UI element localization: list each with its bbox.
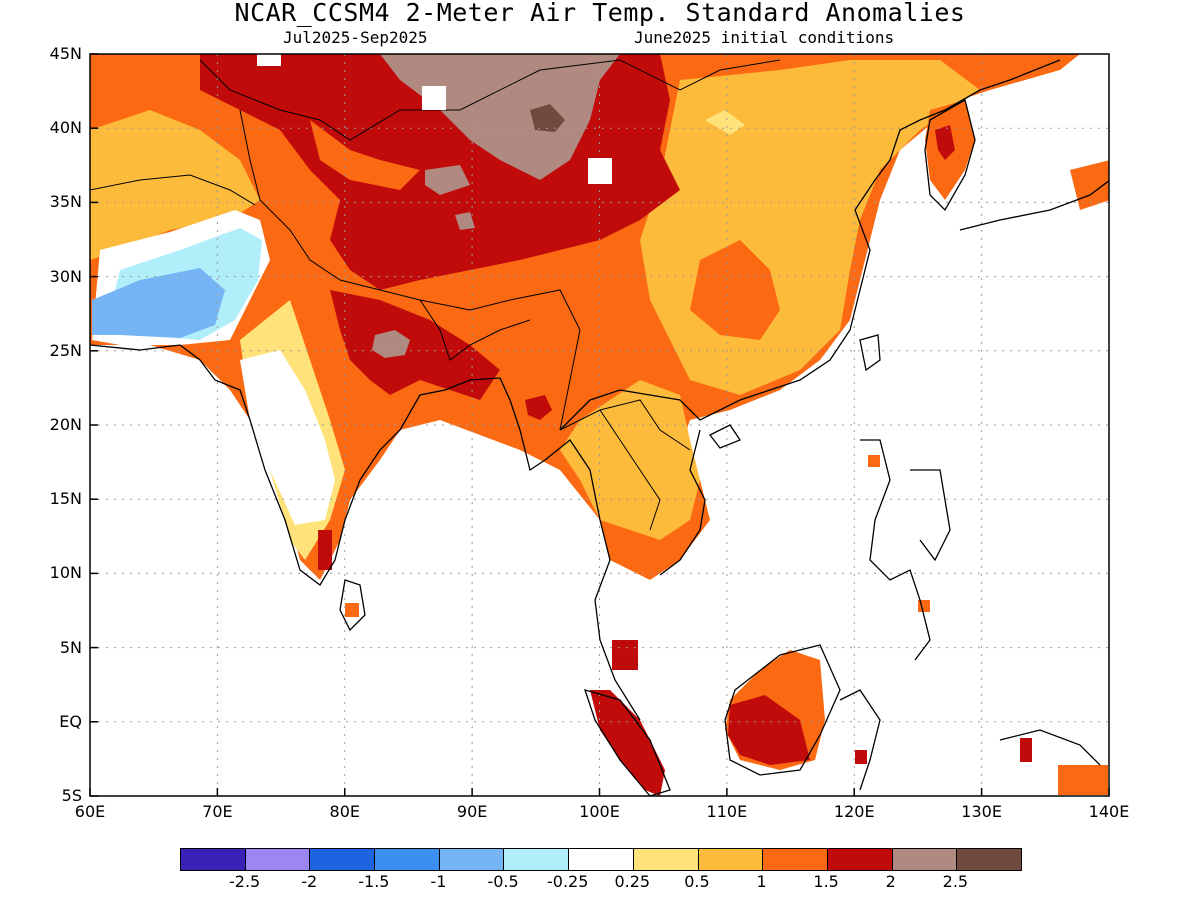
lon-label: 100E bbox=[579, 802, 620, 821]
lat-label: 35N bbox=[49, 192, 82, 212]
colorbar-label: 0.25 bbox=[614, 872, 651, 891]
colorbar-swatch bbox=[892, 849, 958, 870]
lon-label: 140E bbox=[1088, 802, 1130, 821]
shade-pakistan-blue bbox=[92, 268, 225, 338]
shade-indochina bbox=[560, 380, 700, 540]
coastlines bbox=[90, 59, 1109, 796]
lat-label: 5S bbox=[61, 786, 82, 805]
lat-label: 25N bbox=[49, 340, 82, 360]
colorbar-label: -2 bbox=[301, 872, 318, 891]
map-frame-content bbox=[90, 54, 1109, 796]
valid-period: Jul2025-Sep2025 bbox=[283, 28, 428, 47]
shade-korea-red bbox=[935, 125, 955, 160]
axis-ticks bbox=[89, 53, 1110, 797]
colorbar-swatch bbox=[827, 849, 893, 870]
anomaly-shading bbox=[90, 54, 1109, 796]
colorbar-swatch bbox=[439, 849, 505, 870]
colorbar-swatch bbox=[310, 849, 376, 870]
lon-label: 80E bbox=[329, 802, 360, 821]
shade-india-white bbox=[240, 350, 335, 525]
map-title: NCAR_CCSM4 2-Meter Air Temp. Standard An… bbox=[234, 0, 966, 27]
shade-tibet-orange-pocket bbox=[310, 120, 420, 190]
colorbar-label: 1 bbox=[756, 872, 767, 891]
shade-brown-small-2 bbox=[455, 212, 475, 230]
colorbar-swatch bbox=[245, 849, 311, 870]
initial-conditions: June2025 initial conditions bbox=[634, 28, 895, 47]
lat-label: 45N bbox=[49, 44, 82, 63]
colorbar-swatch bbox=[181, 849, 246, 870]
colorbar-label: 0.5 bbox=[684, 872, 710, 891]
lat-label: 15N bbox=[49, 489, 82, 509]
lon-label: 70E bbox=[202, 802, 233, 821]
shade-sumatra-red bbox=[590, 690, 665, 796]
lon-label: 120E bbox=[833, 802, 875, 821]
colorbar-swatch bbox=[375, 849, 440, 870]
shade-brown-small-1 bbox=[425, 165, 470, 195]
colorbar-label: 2 bbox=[885, 872, 896, 891]
colorbar-label: -2.5 bbox=[229, 872, 261, 891]
shade-japan bbox=[1070, 160, 1109, 210]
lon-label: 110E bbox=[706, 802, 748, 821]
colorbar-swatch bbox=[504, 849, 570, 870]
colorbar-swatch bbox=[957, 849, 1021, 870]
lat-label: 5N bbox=[59, 637, 82, 657]
lon-label: 60E bbox=[74, 802, 106, 821]
shade-nei-brown bbox=[372, 330, 410, 358]
lat-label: 10N bbox=[49, 563, 82, 583]
shade-myanmar-red bbox=[525, 395, 552, 420]
colorbar-label: -1.5 bbox=[358, 872, 390, 891]
shade-eastchina-inner bbox=[690, 240, 780, 340]
colorbar-swatch bbox=[633, 849, 699, 870]
shade-borneo-red bbox=[728, 695, 810, 765]
colorbar-label: 2.5 bbox=[942, 872, 969, 891]
colorbar-label: -0.5 bbox=[487, 872, 519, 891]
colorbar-label: -0.25 bbox=[546, 872, 589, 891]
gridlines bbox=[90, 54, 1109, 796]
colorbar-swatch bbox=[569, 849, 634, 870]
shade-eastchina-light bbox=[640, 60, 980, 395]
colorbar-swatch bbox=[763, 849, 828, 870]
colorbar-label: 1.5 bbox=[813, 872, 839, 891]
lat-label: 30N bbox=[49, 266, 82, 286]
lat-label: 20N bbox=[49, 415, 82, 434]
shade-mongolia-brown bbox=[380, 54, 620, 180]
shade-west-light bbox=[90, 110, 260, 260]
lon-label: 90E bbox=[456, 802, 488, 821]
lat-label: EQ bbox=[59, 711, 82, 731]
lat-label: 40N bbox=[49, 118, 82, 138]
shade-mongolia-dark bbox=[530, 104, 565, 132]
colorbar-label: -1 bbox=[430, 872, 447, 891]
shade-yellow-spot bbox=[705, 110, 745, 135]
colorbar bbox=[180, 848, 1022, 871]
shade-nei-red bbox=[330, 290, 500, 400]
lon-label: 130E bbox=[961, 802, 1002, 821]
colorbar-swatch bbox=[698, 849, 764, 870]
